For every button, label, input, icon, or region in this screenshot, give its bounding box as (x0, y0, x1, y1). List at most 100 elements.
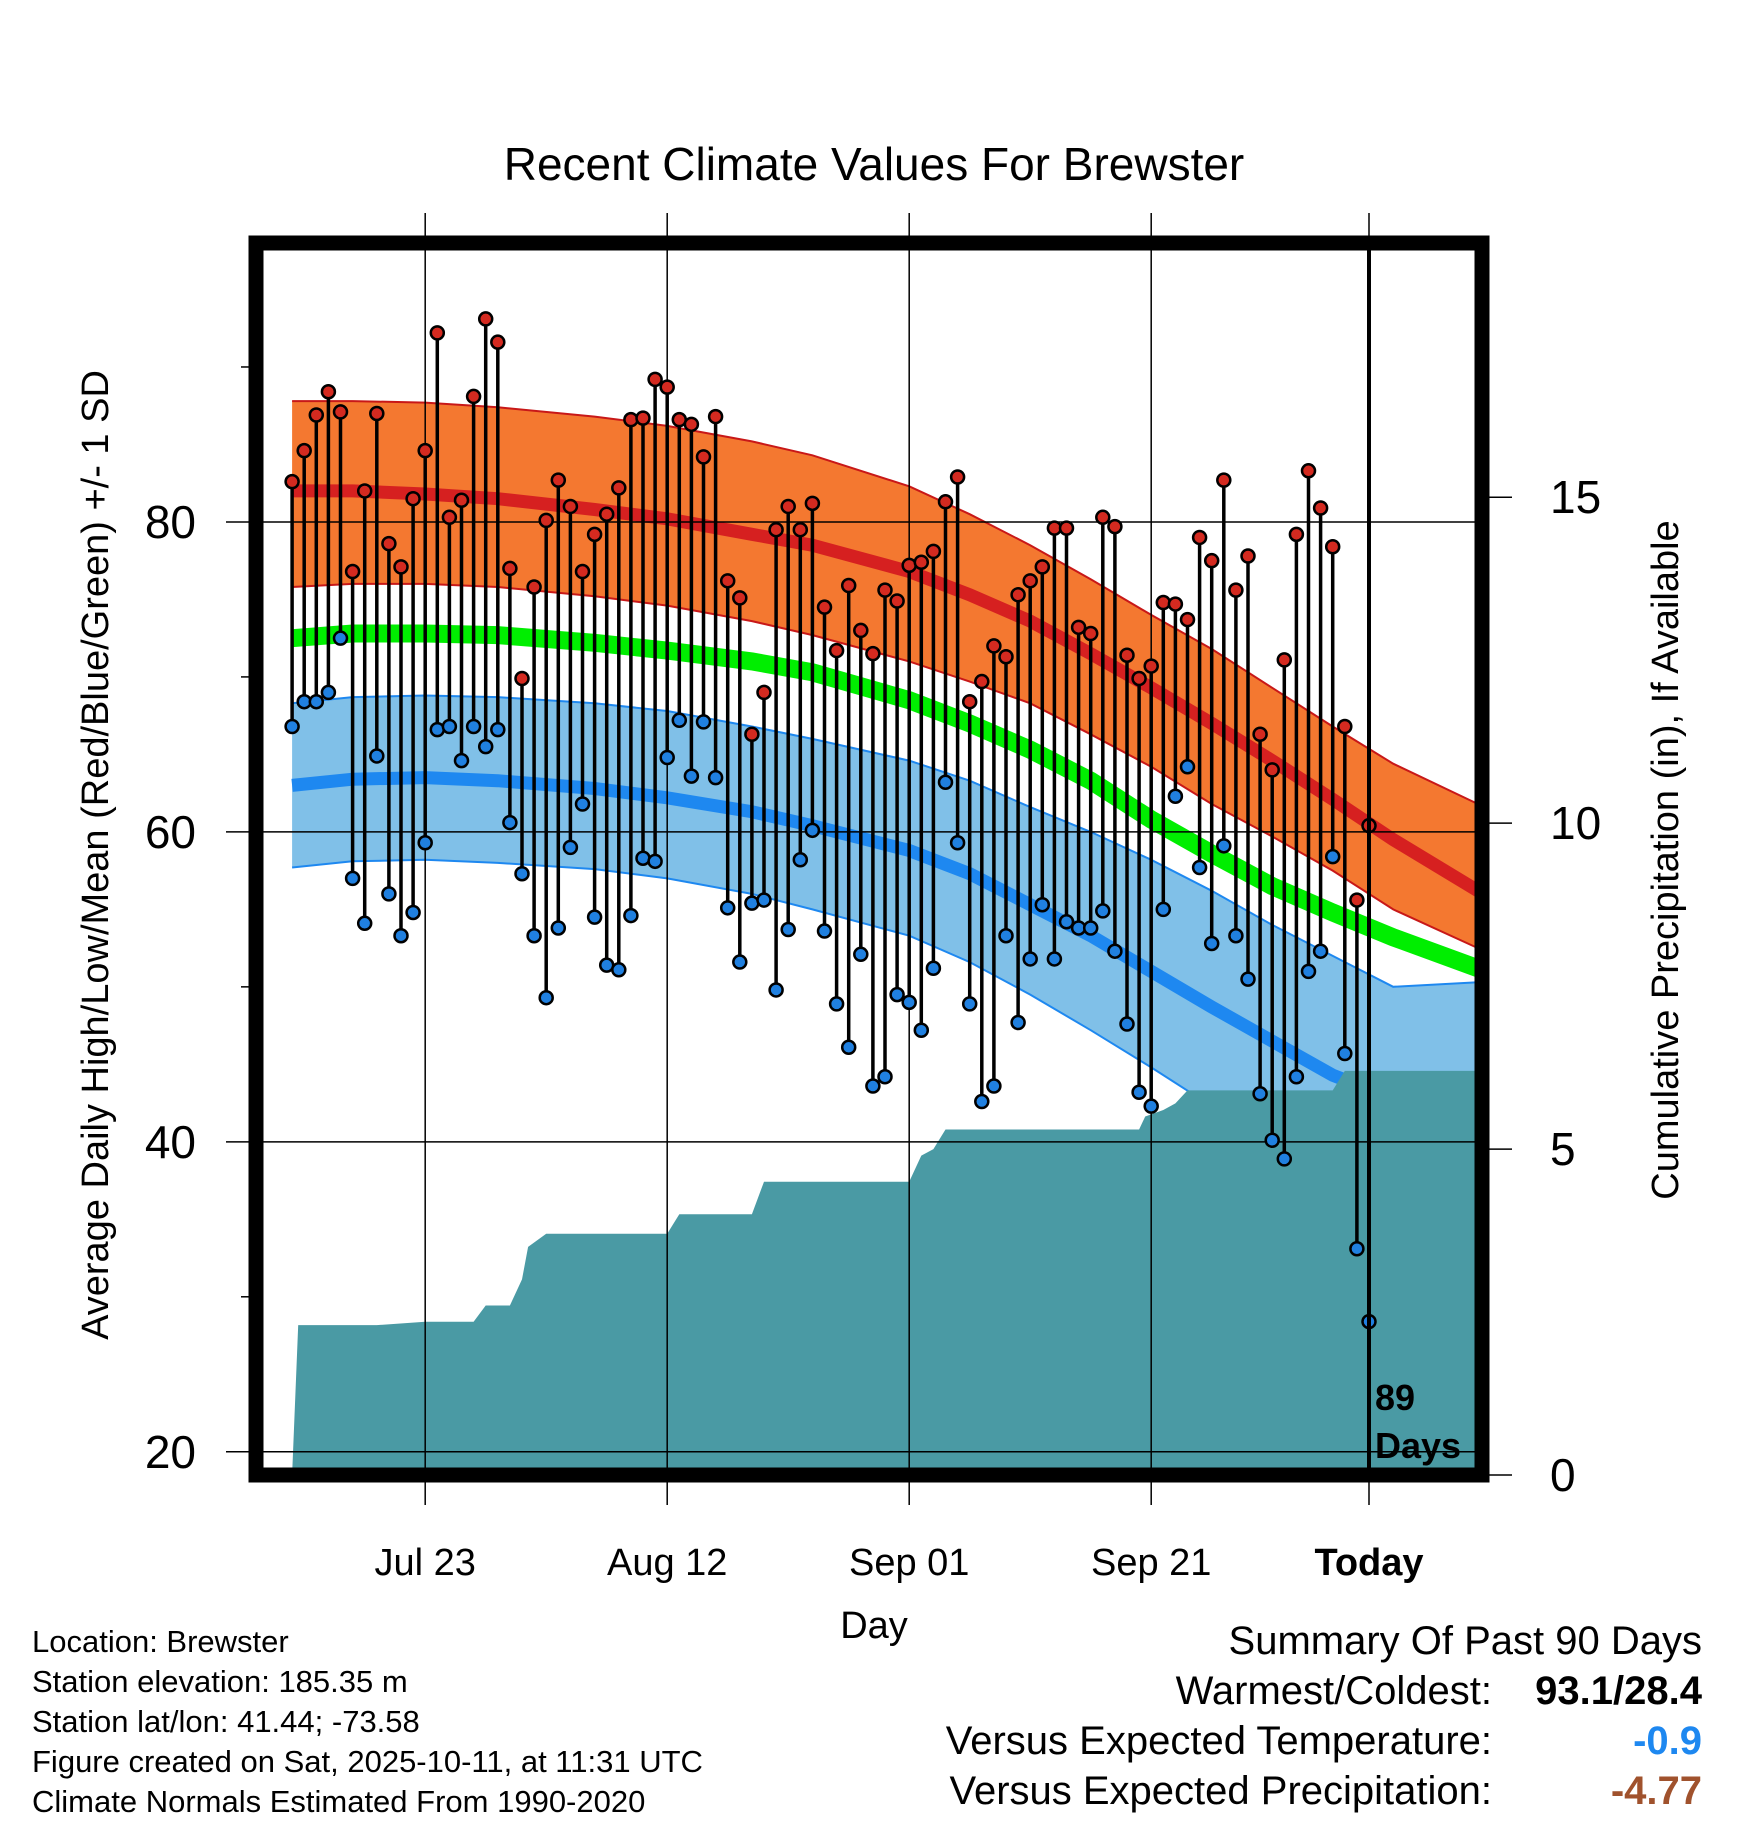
daily-low-point (1131, 1084, 1147, 1100)
daily-high-point (865, 645, 881, 662)
daily-high-point (986, 638, 1002, 654)
daily-low-point (659, 749, 675, 766)
daily-high-point (1179, 611, 1196, 628)
daily-high-point (574, 563, 591, 580)
daily-low-point (586, 909, 603, 925)
summary-temp: Versus Expected Temperature: -0.9 (946, 1716, 1702, 1766)
daily-low-point (707, 769, 724, 786)
today-days-label: Days (1375, 1425, 1461, 1466)
daily-low-point (1058, 914, 1075, 930)
daily-low-point (1216, 838, 1232, 854)
daily-high-point (441, 509, 458, 526)
daily-low-point (1312, 943, 1329, 959)
daily-low-point (756, 892, 772, 908)
daily-high-point (1058, 520, 1075, 536)
daily-low-point (1107, 943, 1123, 959)
daily-high-point (344, 563, 361, 580)
daily-low-point (369, 748, 385, 764)
info-normals: Climate Normals Estimated From 1990-2020 (32, 1784, 646, 1819)
daily-low-point (1082, 920, 1099, 936)
daily-low-point (1022, 951, 1038, 967)
daily-high-point (453, 492, 470, 508)
x-tick-label: Sep 21 (1091, 1542, 1211, 1584)
daily-high-point (1324, 538, 1341, 555)
daily-high-point (707, 408, 724, 425)
daily-high-point (1228, 582, 1244, 598)
daily-low-point (695, 714, 712, 730)
daily-high-point (465, 388, 482, 405)
daily-low-point (308, 693, 325, 710)
daily-high-point (502, 560, 518, 577)
info-elevation: Station elevation: 185.35 m (32, 1664, 408, 1699)
daily-high-point (744, 726, 760, 743)
daily-high-point (949, 469, 966, 485)
daily-high-point (998, 649, 1014, 665)
info-latlon: Station lat/lon: 41.44; -73.58 (32, 1704, 420, 1739)
y-tick-label: 80 (145, 496, 196, 548)
daily-low-point (1203, 935, 1220, 952)
y-axis-label: Average Daily High/Low/Mean (Red/Blue/Gr… (75, 370, 117, 1340)
daily-low-point (1179, 759, 1196, 775)
daily-low-point (477, 738, 494, 755)
daily-low-point (780, 921, 796, 938)
daily-low-point (816, 923, 833, 939)
x-tick-label: Today (1314, 1542, 1423, 1584)
daily-high-point (647, 371, 663, 388)
daily-low-point (284, 718, 300, 735)
daily-low-point (1191, 859, 1208, 876)
chart-title: Recent Climate Values For Brewster (504, 138, 1245, 190)
daily-low-point (623, 907, 639, 924)
daily-low-point (405, 904, 421, 921)
daily-high-point (1034, 559, 1051, 575)
daily-high-point (586, 526, 603, 543)
daily-low-point (320, 684, 337, 701)
daily-low-point (732, 954, 748, 970)
daily-low-point (937, 774, 954, 791)
daily-low-point (490, 721, 506, 738)
y-tick-label: 60 (145, 806, 196, 858)
precipitation-area (292, 1070, 1478, 1475)
daily-high-point (1240, 548, 1256, 564)
daily-low-point (562, 839, 579, 856)
precip-label: Versus Expected Precipitation: (949, 1769, 1492, 1813)
daily-low-point (901, 994, 917, 1011)
daily-low-point (671, 712, 688, 729)
y2-axis-label: Cumulative Precipitation (in), If Availa… (1645, 520, 1687, 1199)
daily-high-point (732, 590, 748, 606)
y2-tick-label: 5 (1550, 1123, 1576, 1175)
plot-area (256, 243, 1482, 1475)
x-tick-label: Aug 12 (607, 1542, 727, 1584)
daily-low-point (502, 814, 518, 831)
daily-high-point (974, 673, 990, 690)
info-location: Location: Brewster (32, 1624, 289, 1659)
daily-low-point (683, 768, 700, 784)
daily-high-point (526, 579, 542, 595)
daily-low-point (925, 960, 942, 977)
daily-low-point (1010, 1014, 1026, 1031)
low-sd-band (292, 695, 1478, 1221)
daily-low-point (792, 852, 809, 868)
daily-low-point (441, 718, 458, 735)
daily-high-point (780, 498, 796, 515)
daily-high-point (393, 559, 409, 575)
daily-low-point (913, 1022, 930, 1038)
daily-high-point (405, 490, 421, 507)
daily-high-point (1288, 526, 1305, 543)
daily-low-point (550, 920, 567, 936)
daily-high-point (1300, 463, 1317, 479)
daily-high-point (1131, 670, 1147, 687)
daily-high-point (792, 521, 809, 538)
daily-low-point (1167, 788, 1184, 804)
daily-high-point (961, 693, 978, 710)
daily-low-point (1252, 1086, 1268, 1102)
daily-high-point (598, 506, 615, 522)
daily-low-point (804, 822, 821, 839)
daily-low-point (853, 946, 869, 963)
daily-high-point (683, 416, 700, 433)
daily-high-point (937, 494, 954, 510)
daily-low-point (332, 630, 349, 646)
daily-high-point (756, 684, 772, 701)
daily-high-point (1082, 625, 1099, 642)
daily-low-point (828, 996, 845, 1012)
